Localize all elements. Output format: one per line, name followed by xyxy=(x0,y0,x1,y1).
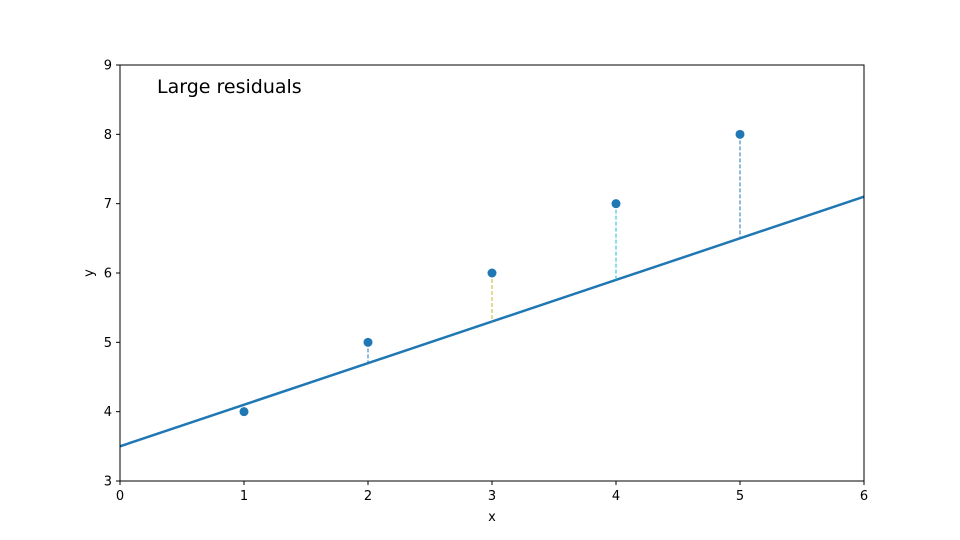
y-tick-label: 5 xyxy=(104,336,112,351)
y-tick-label: 8 xyxy=(104,128,112,143)
x-tick-label: 6 xyxy=(860,489,868,504)
x-tick-label: 4 xyxy=(612,489,620,504)
x-tick-label: 3 xyxy=(488,489,496,504)
data-point-1 xyxy=(239,407,249,417)
x-tick-label: 0 xyxy=(116,489,124,504)
y-tick-label: 6 xyxy=(104,267,112,282)
y-tick-label: 3 xyxy=(104,475,112,490)
y-axis-label: y xyxy=(82,269,97,277)
data-point-2 xyxy=(363,337,373,347)
x-tick-label: 5 xyxy=(736,489,744,504)
data-point-5 xyxy=(735,129,745,139)
y-tick-label: 7 xyxy=(104,197,112,212)
data-point-4 xyxy=(611,199,621,209)
data-point-3 xyxy=(487,268,497,278)
annotation-text: Large residuals xyxy=(157,76,302,98)
x-axis-label: x xyxy=(488,510,496,525)
y-tick-label: 9 xyxy=(104,59,112,74)
x-tick-label: 1 xyxy=(240,489,248,504)
x-tick-label: 2 xyxy=(364,489,372,504)
y-tick-label: 4 xyxy=(104,405,112,420)
